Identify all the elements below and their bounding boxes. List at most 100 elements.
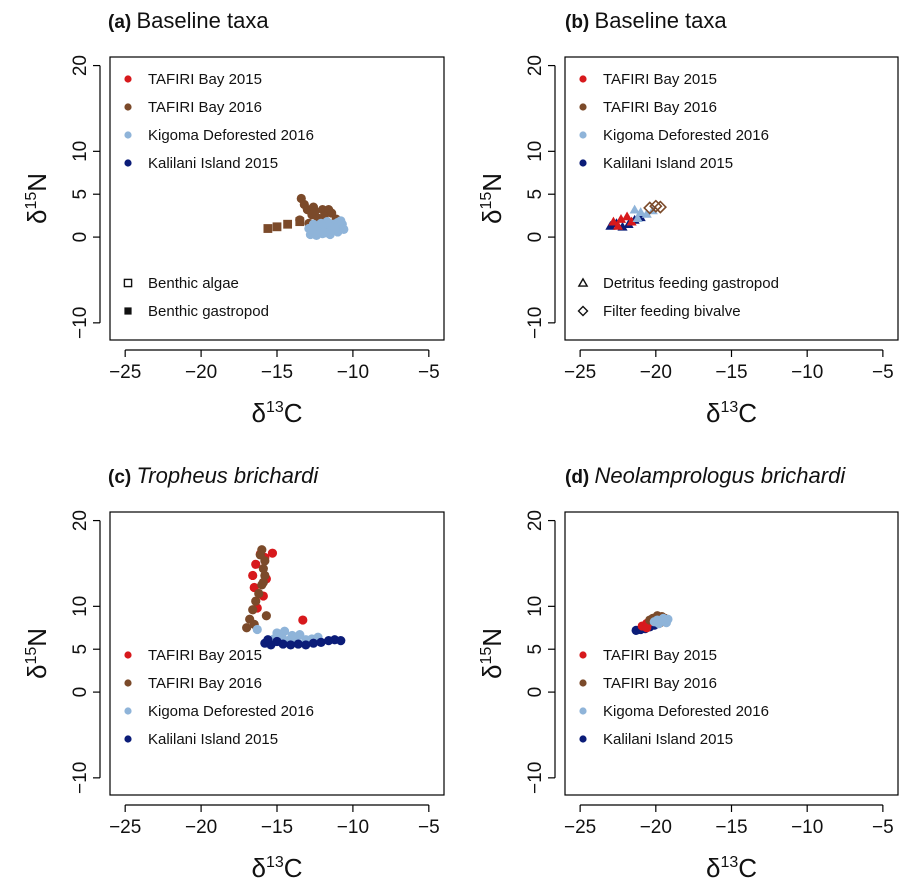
panel-letter: (a) bbox=[108, 12, 137, 33]
x-tick-label: −20 bbox=[185, 817, 217, 838]
data-point bbox=[308, 202, 319, 212]
data-points bbox=[263, 193, 349, 240]
legend-label: Filter feeding bivalve bbox=[603, 303, 741, 320]
x-axis: −25 −20 −15 −10 −5 bbox=[564, 349, 894, 383]
data-point bbox=[251, 596, 261, 606]
y-axis-label-superscript: 15 bbox=[23, 647, 40, 665]
legend-label: TAFIRI Bay 2015 bbox=[603, 71, 717, 88]
data-points bbox=[631, 611, 673, 635]
y-tick-label: −10 bbox=[70, 307, 91, 339]
x-axis-label: δ13C bbox=[251, 853, 302, 883]
data-point bbox=[248, 605, 258, 615]
legend-sites: TAFIRI Bay 2015 TAFIRI Bay 2016 Kigoma Def… bbox=[124, 647, 314, 748]
panel-letter: (c) bbox=[108, 467, 137, 488]
legend-swatch bbox=[124, 735, 132, 743]
x-tick-label: −25 bbox=[564, 817, 596, 838]
data-points bbox=[242, 545, 346, 650]
data-point bbox=[649, 617, 659, 627]
legend-label: Kalilani Island 2015 bbox=[148, 731, 278, 748]
legend-label: Kigoma Deforested 2016 bbox=[148, 127, 314, 144]
chart-title: (d) Neolamprologus brichardi bbox=[565, 463, 846, 488]
data-point bbox=[663, 614, 673, 624]
legend-sites: TAFIRI Bay 2015 TAFIRI Bay 2016 Kigoma Def… bbox=[579, 647, 769, 748]
data-point bbox=[629, 204, 640, 214]
data-point bbox=[258, 564, 268, 574]
x-tick-label: −20 bbox=[640, 817, 672, 838]
data-point bbox=[272, 628, 282, 638]
y-tick-label: 20 bbox=[525, 55, 546, 76]
y-tick-label: −10 bbox=[70, 762, 91, 794]
y-tick-label: 0 bbox=[70, 687, 91, 698]
y-axis: 20 10 5 0 −10 bbox=[525, 55, 556, 339]
data-point bbox=[615, 214, 627, 223]
data-point bbox=[626, 216, 637, 226]
data-point bbox=[307, 225, 317, 235]
legend-swatch bbox=[124, 103, 132, 111]
x-axis-label-symbol: δ bbox=[706, 398, 720, 428]
y-tick-label: −10 bbox=[525, 307, 546, 339]
panel-title-text: Neolamprologus brichardi bbox=[595, 463, 847, 488]
data-point bbox=[635, 207, 646, 217]
data-point bbox=[316, 218, 326, 228]
legend-label: Kalilani Island 2015 bbox=[148, 155, 278, 172]
y-tick-label: 5 bbox=[70, 644, 91, 655]
x-tick-label: −20 bbox=[185, 362, 217, 383]
x-tick-label: −25 bbox=[109, 362, 141, 383]
y-axis: 20 10 5 0 −10 bbox=[70, 55, 101, 339]
y-axis-label-superscript: 15 bbox=[478, 647, 495, 665]
data-point bbox=[263, 635, 273, 645]
y-axis: 20 10 5 0 −10 bbox=[70, 510, 101, 794]
data-point bbox=[653, 200, 667, 214]
x-tick-label: −5 bbox=[872, 362, 894, 383]
legend-swatch bbox=[579, 103, 587, 111]
data-point bbox=[317, 229, 328, 239]
y-tick-label: 10 bbox=[525, 596, 546, 617]
legend-label: TAFIRI Bay 2016 bbox=[148, 675, 262, 692]
legend-label: Benthic gastropod bbox=[148, 303, 269, 320]
legend-label: Kigoma Deforested 2016 bbox=[603, 127, 769, 144]
data-point bbox=[283, 219, 293, 229]
legend-label: TAFIRI Bay 2016 bbox=[603, 99, 717, 116]
legend-swatch bbox=[124, 131, 132, 139]
y-axis-label-element: N bbox=[477, 173, 507, 192]
data-point bbox=[278, 639, 288, 649]
x-axis-label-element: C bbox=[738, 398, 757, 428]
y-tick-label: 10 bbox=[70, 596, 91, 617]
y-axis-label-element: N bbox=[22, 628, 52, 647]
y-axis-label-superscript: 15 bbox=[478, 192, 495, 210]
legend-label: TAFIRI Bay 2016 bbox=[603, 675, 717, 692]
y-axis-label: δ15N bbox=[22, 173, 52, 224]
legend-sites: TAFIRI Bay 2015 TAFIRI Bay 2016 Kigoma Def… bbox=[124, 71, 314, 172]
legend-label: Detritus feeding gastropod bbox=[603, 275, 779, 292]
data-point bbox=[267, 548, 278, 558]
y-axis-label-element: N bbox=[22, 173, 52, 192]
legend-swatch bbox=[577, 305, 589, 317]
data-point bbox=[279, 626, 290, 636]
y-tick-label: 5 bbox=[70, 189, 91, 200]
data-points bbox=[605, 199, 667, 231]
x-axis: −25 −20 −15 −10 −5 bbox=[564, 804, 894, 838]
y-axis-label-symbol: δ bbox=[477, 210, 507, 224]
legend-swatch bbox=[124, 159, 132, 167]
legend-label: TAFIRI Bay 2015 bbox=[148, 647, 262, 664]
x-axis-label: δ13C bbox=[251, 398, 302, 428]
legend-label: Kalilani Island 2015 bbox=[603, 155, 733, 172]
data-point bbox=[608, 216, 619, 226]
y-axis-label-symbol: δ bbox=[22, 665, 52, 679]
x-axis-label-element: C bbox=[284, 398, 303, 428]
y-tick-label: 0 bbox=[525, 687, 546, 698]
y-tick-label: 10 bbox=[70, 141, 91, 162]
data-point bbox=[339, 224, 349, 234]
legend-swatch bbox=[579, 159, 587, 167]
x-tick-label: −15 bbox=[715, 817, 747, 838]
data-point bbox=[287, 630, 297, 641]
legend-taxa: Detritus feeding gastropod Filter feeding… bbox=[577, 275, 779, 320]
legend-swatch bbox=[577, 277, 589, 287]
x-axis-label-element: C bbox=[738, 853, 757, 883]
legend-swatch bbox=[579, 707, 587, 715]
x-axis-label-superscript: 13 bbox=[720, 399, 738, 416]
data-point bbox=[612, 220, 624, 230]
panel-title-text: Baseline taxa bbox=[137, 8, 270, 33]
data-point bbox=[255, 550, 265, 560]
